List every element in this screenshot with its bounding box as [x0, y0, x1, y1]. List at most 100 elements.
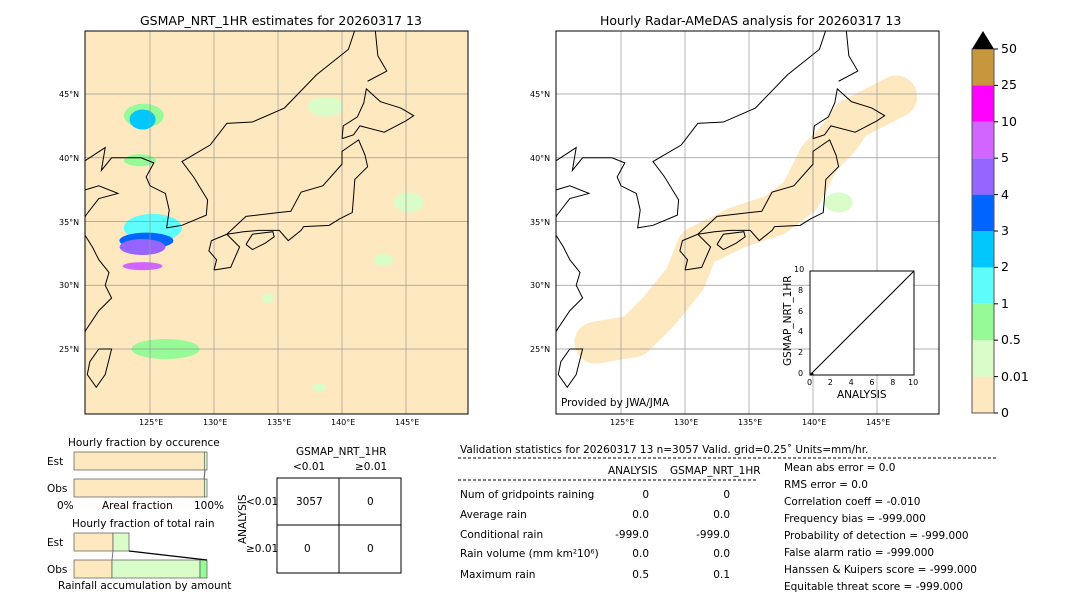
connector-line	[203, 469, 206, 480]
occ-axis-mid: Areal fraction	[102, 500, 173, 512]
stats-row-label: Rain volume (mm km²10⁶)	[460, 548, 599, 560]
score-line: Equitable threat score = -999.000	[784, 581, 963, 593]
coastline	[697, 139, 840, 242]
cell-1-0: 0	[304, 543, 311, 555]
inset-ylabel: GSMAP_NRT_1HR	[782, 275, 794, 366]
inset-xlabel: ANALYSIS	[837, 389, 887, 401]
lat-label: 35°N	[530, 217, 551, 227]
lon-label: 145°E	[866, 418, 891, 427]
colorbar-segment	[972, 121, 994, 159]
coastline	[679, 233, 712, 271]
colorbar-segment	[972, 303, 994, 341]
coastline	[245, 231, 275, 251]
stats-analysis-value: 0	[642, 489, 649, 501]
total-rain-footer: Rainfall accumulation by amount	[58, 580, 232, 592]
lat-label: 40°N	[59, 153, 80, 163]
stats-gsmap-value: 0.0	[713, 548, 730, 560]
lon-label: 135°E	[738, 418, 763, 427]
rain-area	[312, 383, 327, 392]
score-line: Hanssen & Kuipers score = -999.000	[784, 564, 977, 576]
rain-bar-obs-light	[73, 559, 113, 579]
stats-analysis-value: 0.0	[632, 509, 649, 521]
occurrence-title: Hourly fraction by occurence	[68, 437, 220, 449]
rain-bar-obs-moderate	[111, 559, 201, 579]
lon-label: 125°E	[610, 418, 635, 427]
contingency-title: GSMAP_NRT_1HR	[296, 446, 387, 458]
inset-y-tick: 8	[798, 285, 804, 295]
colorbar-segment	[972, 340, 994, 377]
cell-1-1: 0	[367, 543, 374, 555]
score-line: False alarm ratio = -999.000	[784, 547, 935, 559]
lon-label: 145°E	[395, 418, 420, 427]
colorbar-segment	[972, 231, 994, 268]
coastline	[86, 348, 113, 389]
colorbar-segment	[972, 194, 994, 231]
rain-area	[262, 293, 274, 303]
colorbar-tick-label: 2	[1001, 259, 1009, 275]
inset-point	[810, 372, 814, 376]
lat-label: 40°N	[530, 153, 551, 163]
stats-analysis-value: -999.0	[615, 529, 649, 541]
rain-area	[124, 154, 156, 167]
contingency-row-0: <0.01	[246, 496, 279, 508]
map-frame	[555, 30, 940, 415]
rain-bar-est-moderate	[112, 532, 130, 552]
colorbar-tick-label: 50	[1001, 41, 1017, 56]
inset-diagonal	[809, 270, 915, 376]
stats-col-analysis: ANALYSIS	[608, 465, 658, 477]
score-line: RMS error = 0.0	[784, 479, 868, 491]
colorbar-tick-label: 5	[1001, 150, 1009, 166]
coastline	[716, 231, 746, 251]
score-line: Mean abs error = 0.0	[784, 462, 896, 474]
rain-area	[119, 239, 166, 255]
colorbar-segment	[972, 376, 994, 413]
lat-label: 25°N	[59, 345, 80, 354]
colorbar-tick-label: 25	[1001, 77, 1017, 93]
stats-gsmap-value: 0.1	[713, 569, 730, 581]
occurrence-bar-dry	[73, 478, 205, 498]
contingency-col-0: <0.01	[293, 461, 326, 473]
lat-label: 45°N	[59, 90, 80, 99]
occurrence-bar-dry	[73, 451, 205, 471]
inset-x-tick: 6	[869, 378, 875, 387]
inset-x-tick: 8	[890, 378, 896, 387]
score-line: Probability of detection = -999.000	[784, 530, 969, 542]
colorbar-tick-label: 0.01	[1001, 368, 1029, 384]
colorbar-segment	[972, 85, 994, 122]
total-rain-title: Hourly fraction of total rain	[72, 518, 215, 530]
occ-est-label: Est	[47, 456, 64, 468]
inset-x-tick: 0	[807, 378, 813, 387]
colorbar-segment	[972, 158, 994, 195]
inset-y-tick: 10	[794, 265, 805, 274]
score-line: Frequency bias = -999.000	[784, 513, 926, 525]
lat-label: 30°N	[59, 281, 80, 291]
colorbar-tick-label: 0	[1001, 405, 1009, 420]
colorbar-segment	[972, 267, 994, 304]
stats-gsmap-value: -999.0	[696, 529, 730, 541]
rain-obs-label: Obs	[47, 564, 68, 576]
inset-x-tick: 4	[848, 378, 854, 387]
rain-area	[307, 96, 344, 117]
rain-area	[373, 253, 394, 266]
coastline	[812, 87, 886, 140]
coastline	[208, 233, 241, 271]
lon-label: 135°E	[267, 418, 292, 427]
colorbar-tick-label: 10	[1001, 113, 1017, 129]
occ-axis-left: 0%	[57, 500, 74, 512]
coastline	[226, 139, 369, 242]
inset-x-tick: 10	[908, 378, 919, 387]
rain-bar-est-light	[73, 532, 114, 552]
rain-area	[122, 262, 163, 271]
stats-header: Validation statistics for 20260317 13 n=…	[460, 444, 869, 456]
coastline	[557, 348, 584, 389]
coastline	[85, 214, 113, 333]
colorbar-extend-arrow	[972, 31, 994, 49]
rain-area	[393, 192, 424, 213]
inset-x-tick: 2	[827, 378, 833, 387]
lon-label: 140°E	[802, 418, 827, 427]
score-line: Correlation coeff = -0.010	[784, 496, 921, 508]
stats-row-label: Num of gridpoints raining	[460, 489, 595, 501]
inset-y-tick: 2	[798, 348, 804, 358]
